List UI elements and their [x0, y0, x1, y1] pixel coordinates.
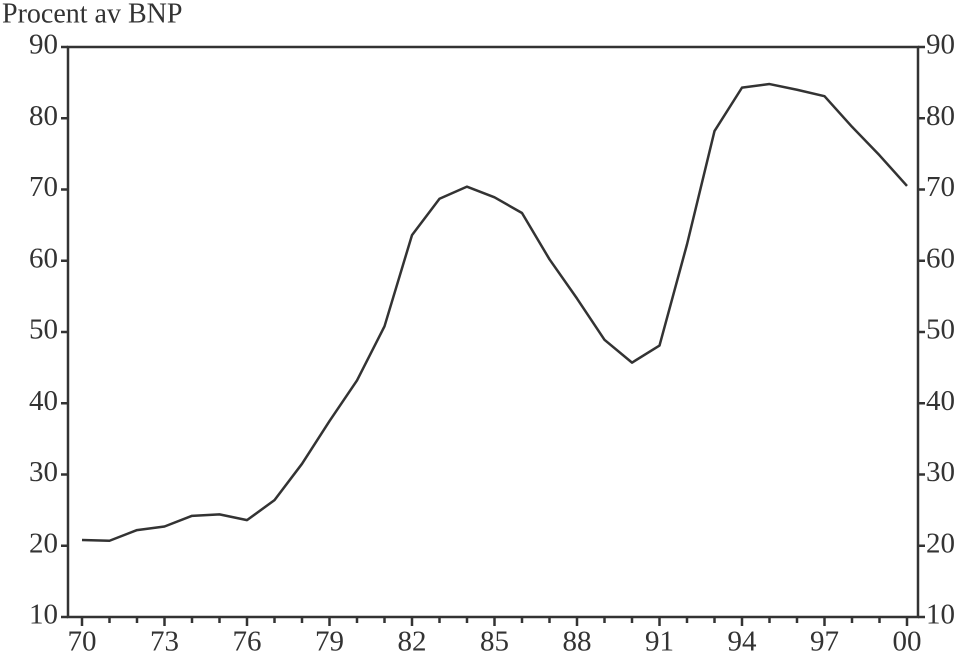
y2-tick-label: 60 [926, 242, 955, 274]
y2-tick-label: 30 [926, 456, 955, 488]
x-tick-label: 88 [563, 626, 592, 658]
y-tick-label: 60 [29, 242, 58, 274]
y2-tick-label: 80 [926, 100, 955, 132]
x-tick-label: 82 [398, 626, 427, 658]
x-tick-label: 70 [68, 626, 97, 658]
x-tick-label: 76 [233, 626, 262, 658]
y2-tick-label: 70 [926, 171, 955, 203]
y2-tick-label: 20 [926, 527, 955, 559]
y-tick-label: 90 [29, 29, 58, 61]
x-tick-label: 91 [645, 626, 674, 658]
x-tick-label: 85 [480, 626, 509, 658]
x-tick-label: 73 [150, 626, 179, 658]
y2-tick-label: 50 [926, 314, 955, 346]
y-tick-label: 10 [29, 599, 58, 631]
plot-frame [66, 45, 920, 619]
y2-tick-label: 90 [926, 29, 955, 61]
y2-tick-label: 10 [926, 599, 955, 631]
chart-title: Procent av BNP [2, 0, 182, 29]
y-tick-label: 40 [29, 385, 58, 417]
y-tick-label: 70 [29, 171, 58, 203]
x-tick-label: 79 [315, 626, 344, 658]
x-tick-label: 97 [810, 626, 839, 658]
y-tick-label: 50 [29, 314, 58, 346]
y-tick-label: 30 [29, 456, 58, 488]
y-tick-label: 20 [29, 527, 58, 559]
x-tick-label: 00 [893, 626, 922, 658]
line-series [81, 82, 908, 543]
x-tick-label: 94 [728, 626, 758, 658]
y2-tick-label: 40 [926, 385, 955, 417]
y-tick-label: 80 [29, 100, 58, 132]
